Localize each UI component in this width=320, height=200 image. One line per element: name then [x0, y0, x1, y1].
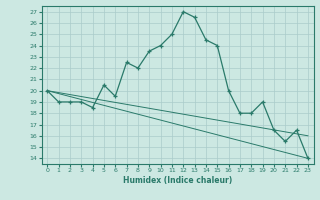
X-axis label: Humidex (Indice chaleur): Humidex (Indice chaleur)	[123, 176, 232, 185]
